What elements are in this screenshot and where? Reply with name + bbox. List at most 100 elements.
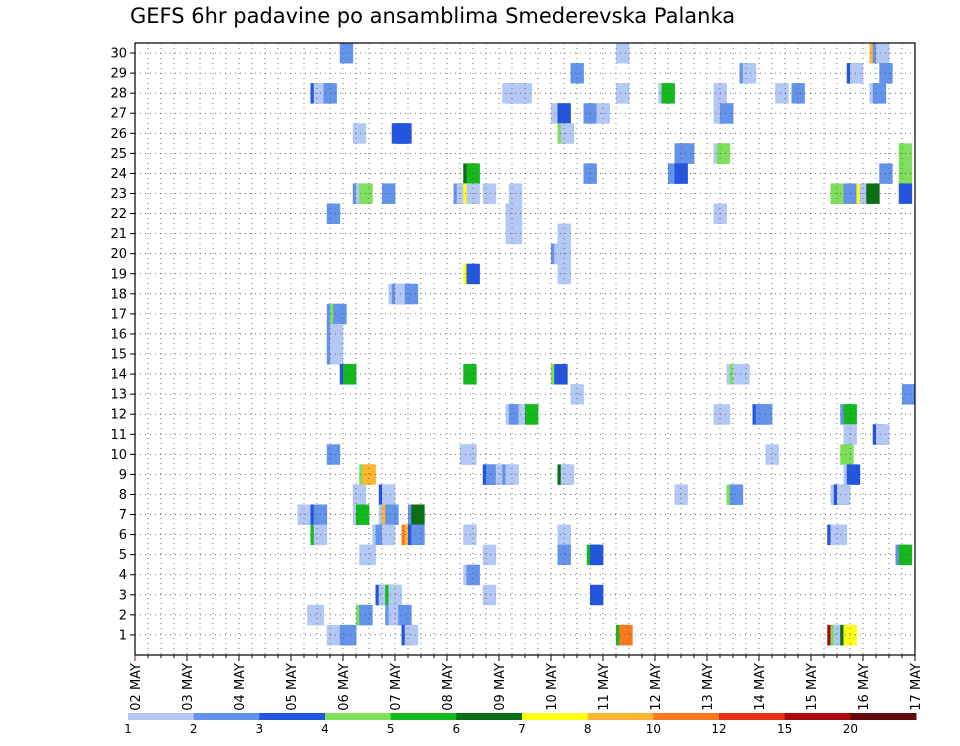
heatmap-cell (404, 283, 419, 305)
heatmap-cell (297, 504, 311, 525)
y-tick-label: 6 (119, 528, 127, 543)
legend-label: 2 (190, 722, 198, 736)
legend-swatch (193, 713, 260, 720)
legend-label: 8 (584, 722, 592, 736)
heatmap-cell (590, 544, 604, 566)
y-tick-label: 22 (110, 207, 127, 222)
x-tick-label: 02 MAY (129, 663, 144, 711)
heatmap-cell (525, 404, 539, 425)
x-tick-label: 11 MAY (597, 663, 612, 711)
legend-label: 3 (256, 722, 264, 736)
x-tick-label: 04 MAY (233, 663, 248, 711)
heatmap-cell (557, 524, 571, 546)
heatmap-cell (382, 183, 396, 204)
legend-swatch (850, 713, 917, 720)
legend-label: 5 (387, 722, 395, 736)
heatmap-cell (560, 123, 575, 144)
heatmap-cell (716, 143, 731, 164)
heatmap-cell (352, 123, 367, 144)
heatmap-cell (876, 43, 890, 64)
legend-label: 15 (777, 722, 792, 736)
y-tick-label: 10 (110, 448, 127, 463)
heatmap-cell (466, 564, 480, 586)
heatmap-cell (463, 444, 477, 465)
heatmap-cell (736, 364, 750, 385)
heatmap-cell (840, 444, 854, 465)
y-tick-label: 23 (110, 187, 127, 202)
legend-label: 6 (453, 722, 461, 736)
legend-label: 12 (711, 722, 726, 736)
heatmap-cell (339, 43, 354, 64)
heatmap-cell (557, 544, 571, 566)
legend-label: 20 (843, 722, 858, 736)
heatmap-cell (674, 484, 688, 505)
x-tick-label: 12 MAY (649, 663, 664, 711)
legend-swatch (587, 713, 654, 720)
heatmap-cell (837, 484, 851, 505)
legend-label: 10 (646, 722, 661, 736)
x-tick-label: 13 MAY (701, 663, 716, 711)
chart-title: GEFS 6hr padavine po ansamblima Smederev… (130, 4, 736, 28)
y-tick-label: 11 (110, 428, 127, 443)
heatmap-cell (310, 604, 324, 626)
x-tick-label: 15 MAY (805, 663, 820, 711)
y-tick-label: 8 (119, 488, 127, 503)
heatmap-cell (463, 364, 477, 385)
y-tick-label: 4 (119, 568, 127, 583)
legend-swatch (719, 713, 786, 720)
heatmap-cell (326, 444, 341, 465)
y-tick-label: 14 (110, 368, 127, 383)
heatmap-cell (872, 83, 887, 104)
x-tick-label: 08 MAY (441, 663, 456, 711)
heatmap-cell (765, 444, 779, 465)
y-tick-label: 29 (110, 67, 127, 82)
heatmap-cell (570, 384, 584, 405)
legend-label: 1 (124, 722, 132, 736)
heatmap-cell (716, 404, 731, 425)
heatmap-cell (616, 43, 630, 64)
heatmap-cell (362, 544, 376, 566)
x-tick-label: 10 MAY (545, 663, 560, 711)
heatmap-cell (326, 624, 341, 646)
legend-swatch (325, 713, 392, 720)
heatmap-cell (330, 323, 344, 345)
x-tick-label: 03 MAY (181, 663, 196, 711)
heatmap-cell (681, 143, 695, 164)
y-tick-label: 26 (110, 127, 127, 142)
y-tick-label: 24 (110, 167, 127, 182)
y-tick-label: 15 (110, 348, 127, 363)
y-tick-label: 30 (110, 47, 127, 62)
heatmap-cell (902, 384, 916, 405)
y-tick-label: 16 (110, 327, 127, 342)
x-tick-label: 07 MAY (389, 663, 404, 711)
legend-swatch (456, 713, 523, 720)
y-tick-label: 5 (119, 548, 127, 563)
heatmap-cell (850, 63, 864, 84)
legend-swatch (390, 713, 457, 720)
heatmap-cell (482, 584, 497, 606)
heatmap-cell (356, 504, 370, 525)
x-tick-label: 17 MAY (909, 663, 924, 711)
y-tick-label: 9 (119, 468, 127, 483)
x-tick-label: 16 MAY (857, 663, 872, 711)
heatmap-cell (590, 584, 604, 606)
heatmap-cell (343, 364, 357, 385)
legend-swatch (259, 713, 326, 720)
y-tick-label: 13 (110, 388, 127, 403)
y-tick-label: 21 (110, 227, 127, 242)
y-tick-label: 28 (110, 87, 127, 102)
y-tick-label: 25 (110, 147, 127, 162)
y-tick-label: 12 (110, 408, 127, 423)
heatmap-cell (505, 464, 519, 485)
legend-swatch (128, 713, 195, 720)
heatmap-cell (382, 484, 396, 505)
y-tick-label: 3 (119, 588, 127, 603)
y-tick-label: 19 (110, 267, 127, 282)
legend-label: 4 (321, 722, 329, 736)
heatmap-cell (846, 464, 861, 485)
x-tick-label: 14 MAY (753, 663, 768, 711)
heatmap-cell (729, 484, 744, 505)
heatmap-cell (362, 464, 376, 485)
x-tick-label: 06 MAY (337, 663, 352, 711)
